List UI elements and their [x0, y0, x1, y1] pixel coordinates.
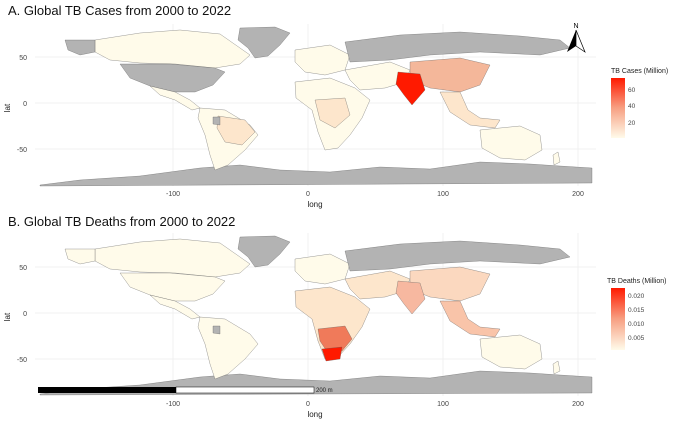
- sa-nodata: [212, 325, 221, 335]
- mexico: [149, 85, 201, 111]
- europe: [294, 253, 351, 285]
- south-america: [197, 316, 259, 380]
- y-tick: -50: [17, 147, 27, 154]
- legend-tick: 40: [628, 103, 636, 110]
- x-tick: -100: [166, 401, 180, 408]
- legend-colorbar: [611, 288, 625, 350]
- legend-tick: 0.020: [628, 293, 645, 300]
- south-africa: [321, 346, 343, 362]
- usa: [119, 63, 226, 93]
- india: [395, 71, 426, 106]
- scale-label: 200 m: [316, 388, 333, 394]
- y-tick: -50: [17, 357, 27, 364]
- legend-tick: 0.010: [628, 321, 645, 328]
- antarctica: [39, 161, 593, 187]
- usa: [119, 272, 226, 302]
- panel-title: A. Global TB Cases from 2000 to 2022: [8, 3, 232, 18]
- y-tick: 50: [19, 265, 27, 272]
- panel-cases: A. Global TB Cases from 2000 to 2022: [0, 0, 685, 211]
- y-axis-label: lat: [3, 312, 12, 321]
- mexico: [149, 294, 201, 320]
- y-tick: 0: [23, 311, 27, 318]
- legend-tick: 0.005: [628, 335, 645, 342]
- sa-nodata: [212, 116, 221, 126]
- greenland: [237, 26, 291, 59]
- legend-tick: 0.015: [628, 307, 645, 314]
- x-tick: 100: [437, 191, 449, 198]
- se-asia: [439, 300, 501, 338]
- panel-deaths: B. Global TB Deaths from 2000 to 2022: [0, 211, 685, 423]
- brazil: [216, 115, 256, 146]
- australia: [479, 334, 543, 370]
- x-tick: 0: [306, 401, 310, 408]
- legend-title: TB Cases (Million): [611, 68, 668, 75]
- x-axis-label: long: [307, 200, 322, 209]
- map-deaths: 200 m 50 0 -50 -100 0 100 200 long lat 0…: [3, 233, 667, 419]
- y-axis-label: lat: [3, 103, 12, 112]
- new-zealand: [552, 360, 561, 375]
- map-cases: 50 0 -50 -100 0 100 200 long lat N 60 40…: [3, 23, 668, 209]
- southern-africa: [317, 325, 353, 354]
- north-label: N: [573, 23, 578, 30]
- central-asia: [344, 270, 411, 300]
- panel-title: B. Global TB Deaths from 2000 to 2022: [8, 214, 236, 229]
- x-tick: 100: [437, 401, 449, 408]
- y-tick: 0: [23, 101, 27, 108]
- greenland: [237, 235, 291, 268]
- x-tick: -100: [166, 191, 180, 198]
- scale-bar: 200 m: [38, 386, 333, 394]
- legend-tick: 20: [628, 120, 636, 127]
- russia: [344, 31, 571, 63]
- india: [395, 280, 426, 315]
- new-zealand: [552, 151, 561, 166]
- central-asia: [344, 61, 411, 91]
- alaska: [64, 248, 96, 265]
- africa-mid: [314, 97, 351, 129]
- africa: [294, 286, 371, 360]
- canada: [94, 238, 251, 278]
- y-tick: 50: [19, 55, 27, 62]
- europe: [294, 44, 351, 76]
- russia: [344, 240, 571, 272]
- alaska: [64, 39, 96, 56]
- australia: [479, 125, 543, 161]
- legend-title: TB Deaths (Million): [607, 278, 667, 285]
- legend-tick: 60: [628, 87, 636, 94]
- north-arrow-icon: N: [567, 23, 586, 53]
- canada: [94, 29, 251, 69]
- x-tick: 0: [306, 191, 310, 198]
- se-asia: [439, 91, 501, 129]
- x-axis-label: long: [307, 410, 322, 419]
- x-tick: 200: [572, 191, 584, 198]
- x-tick: 200: [572, 401, 584, 408]
- legend-colorbar: [611, 78, 625, 138]
